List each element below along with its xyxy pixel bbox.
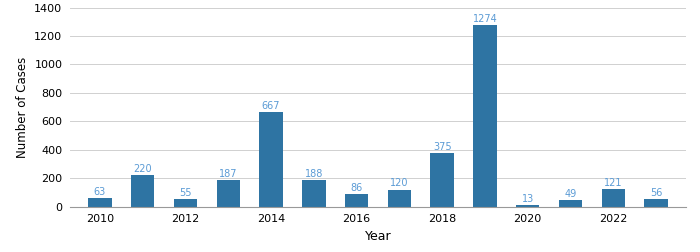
Text: 187: 187 <box>219 169 237 179</box>
X-axis label: Year: Year <box>365 230 391 243</box>
Bar <box>216 180 240 207</box>
Text: 375: 375 <box>433 142 452 152</box>
Text: 56: 56 <box>650 187 662 198</box>
Text: 220: 220 <box>134 164 152 174</box>
Bar <box>559 200 582 207</box>
Text: 121: 121 <box>604 178 622 188</box>
Text: 1274: 1274 <box>473 14 497 24</box>
Bar <box>174 199 197 207</box>
Bar <box>302 180 326 207</box>
Bar <box>388 190 411 207</box>
Bar <box>601 190 625 207</box>
Bar <box>345 194 368 207</box>
Text: 86: 86 <box>351 183 363 193</box>
Bar <box>131 175 155 207</box>
Bar <box>644 199 668 207</box>
Bar <box>516 205 540 207</box>
Text: 63: 63 <box>94 186 106 197</box>
Bar <box>88 198 112 207</box>
Bar <box>259 112 283 207</box>
Text: 188: 188 <box>304 169 323 179</box>
Text: 13: 13 <box>522 194 534 204</box>
Bar <box>430 153 454 207</box>
Bar <box>473 25 497 207</box>
Y-axis label: Number of Cases: Number of Cases <box>15 56 29 158</box>
Text: 667: 667 <box>262 101 280 111</box>
Text: 49: 49 <box>564 188 577 199</box>
Text: 55: 55 <box>179 188 192 198</box>
Text: 120: 120 <box>390 178 409 188</box>
